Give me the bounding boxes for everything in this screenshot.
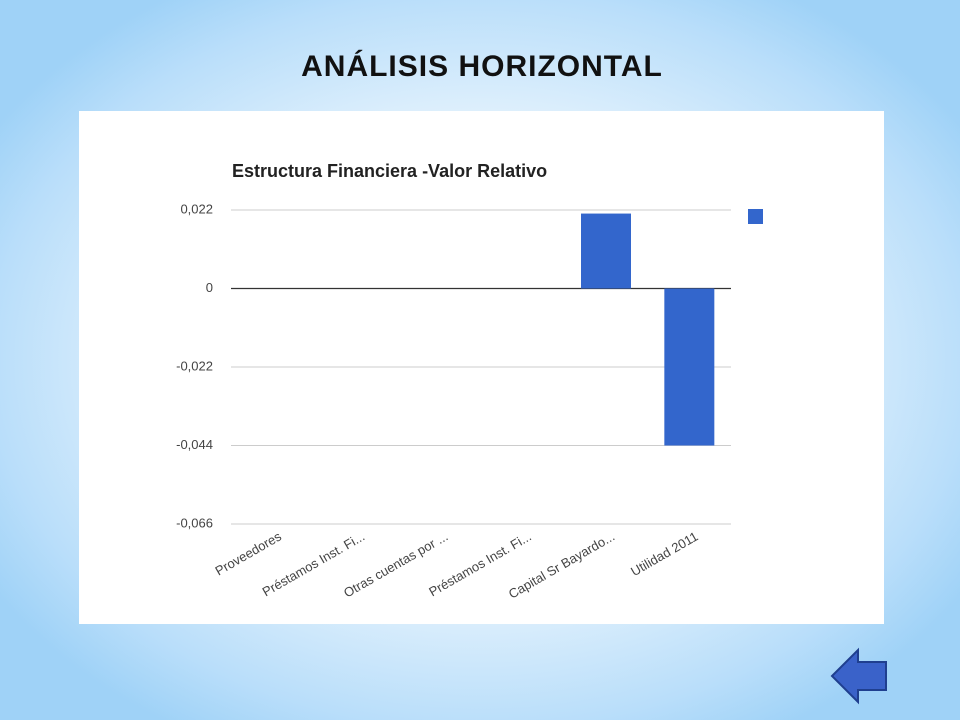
y-tick-label: 0,022 [180, 201, 213, 216]
y-tick-label: -0,022 [176, 358, 213, 373]
y-tick-label: 0 [206, 280, 213, 295]
slide-title: ANÁLISIS HORIZONTAL [301, 49, 663, 83]
bar [581, 213, 631, 289]
legend-swatch [748, 209, 763, 224]
bar [664, 288, 715, 446]
back-arrow[interactable] [830, 647, 887, 705]
chart-title: Estructura Financiera -Valor Relativo [232, 161, 547, 181]
y-tick-label: -0,044 [176, 437, 213, 452]
back-button[interactable] [830, 647, 887, 705]
y-tick-label: -0,066 [176, 515, 213, 530]
